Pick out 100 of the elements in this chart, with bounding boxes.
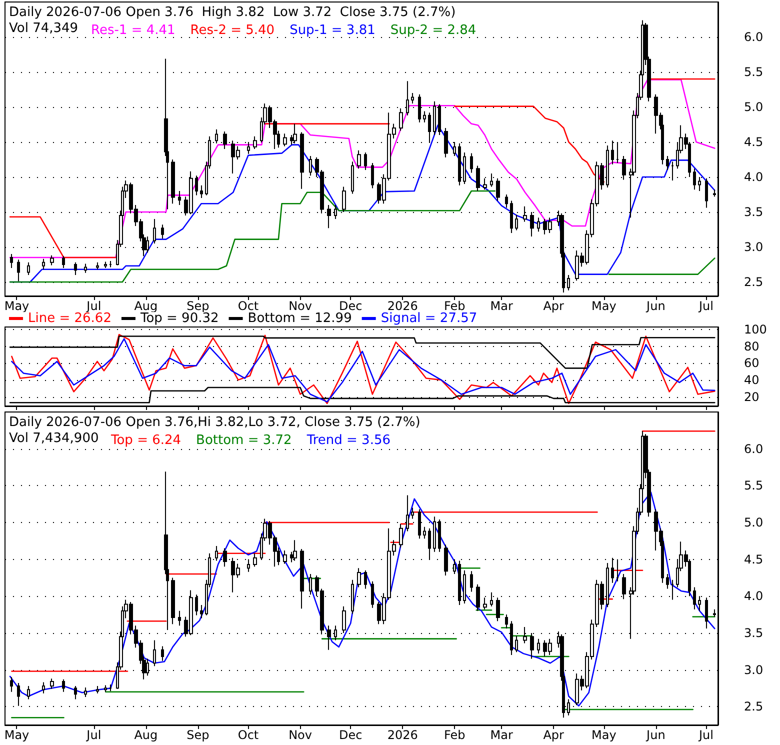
y-tick-label: 6.0 [744, 442, 764, 456]
y-tick-label: 60 [744, 356, 760, 370]
y-tick-label: 5.0 [744, 100, 764, 114]
legend-label: Bottom = 12.99 [248, 311, 352, 326]
candlestick [616, 142, 619, 164]
x-tick-label: Apr [543, 299, 564, 313]
y-tick-label: 3.0 [744, 240, 764, 254]
line-series [9, 336, 716, 369]
x-tick-label: Apr [543, 728, 564, 742]
candlestick [171, 577, 175, 625]
candlestick [17, 259, 20, 282]
x-tick-label: Oct [238, 299, 259, 313]
candlestick [483, 597, 487, 610]
candlestick [253, 552, 257, 568]
candlestick [496, 597, 500, 622]
candlestick [10, 254, 13, 268]
candlestick [171, 159, 175, 204]
candlestick [364, 570, 367, 590]
line-series [9, 386, 716, 404]
candlestick [364, 152, 367, 170]
candlestick [84, 686, 87, 698]
x-tick-label: Jul [86, 299, 102, 313]
candlestick [713, 189, 716, 198]
candlestick [666, 574, 669, 590]
candlestick [411, 507, 414, 520]
legend-label: Top = 90.32 [139, 311, 219, 326]
candlestick [537, 638, 540, 654]
y-tick-label: 20 [744, 390, 760, 404]
x-tick-label: Jul [698, 299, 714, 313]
candlestick [371, 162, 374, 189]
candlestick [476, 165, 480, 192]
candlestick [153, 640, 156, 667]
candlestick [705, 178, 708, 208]
candlestick [215, 128, 218, 144]
candlestick [178, 610, 181, 626]
candlestick [371, 580, 374, 608]
x-tick-label: Sep [186, 728, 210, 742]
candlestick [505, 614, 508, 630]
x-tick-label: Mar [490, 299, 513, 313]
y-tick-label: 4.0 [744, 170, 764, 184]
candlestick [505, 194, 508, 208]
text: Trend = 3.56 [306, 433, 391, 448]
y-tick-label: 2.5 [744, 700, 764, 714]
candlestick [671, 579, 674, 600]
candlestick [253, 136, 257, 150]
candlestick [109, 684, 112, 692]
x-tick-label: 2026 [387, 728, 418, 742]
x-tick-label: Jun [646, 299, 666, 313]
candlestick [104, 684, 107, 692]
x-tick-label: May [4, 299, 30, 313]
candlestick [453, 558, 456, 575]
x-tick-label: Dec [338, 728, 362, 742]
y-tick-label: 3.0 [744, 662, 764, 677]
candlestick [42, 682, 45, 694]
candlestick [300, 548, 304, 610]
candlestick [200, 184, 203, 198]
x-tick-label: 2026 [387, 299, 418, 313]
line-series [9, 190, 496, 283]
x-tick-label: Jul [698, 728, 714, 742]
x-tick-label: Jul [86, 728, 102, 742]
candlestick [62, 256, 65, 268]
candlestick [109, 260, 112, 268]
candlestick [215, 546, 218, 562]
candlestick [153, 218, 156, 244]
x-tick-label: Aug [134, 299, 158, 313]
candlestick [161, 646, 164, 662]
candlestick [483, 178, 487, 190]
candlestick [27, 685, 30, 700]
candlestick [62, 678, 65, 692]
candlestick [342, 186, 346, 212]
candlestick [42, 258, 45, 270]
candlestick [476, 584, 480, 612]
candlestick [444, 128, 448, 158]
candlestick [146, 236, 149, 254]
candlestick [247, 142, 250, 154]
candlestick [537, 217, 540, 232]
x-tick-label: Jun [646, 728, 666, 742]
y-tick-label: 100 [744, 322, 767, 337]
candlestick [399, 108, 403, 132]
y-tick-label: 5.0 [744, 515, 764, 530]
y-tick-label: 4.5 [744, 552, 764, 566]
text: Top = 6.24 [110, 433, 182, 448]
text: Sup-2 = 2.84 [390, 23, 476, 38]
x-tick-label: Sep [186, 299, 210, 313]
y-tick-label: 4.0 [744, 589, 764, 604]
candlestick [84, 263, 87, 274]
candlestick [515, 214, 518, 231]
candlestick [342, 606, 346, 634]
candlestick [200, 604, 203, 619]
candlestick [616, 558, 619, 582]
text: Bottom = 3.72 [196, 433, 292, 448]
candlestick [161, 224, 164, 240]
candlestick [671, 161, 674, 181]
x-tick-label: May [4, 728, 30, 742]
text: Res-2 = 5.40 [190, 23, 275, 38]
candlestick [96, 685, 99, 694]
y-tick-label: 5.5 [744, 478, 764, 493]
chart-title: Daily 2026-07-06 Open 3.76,Hi 3.82,Lo 3.72, Close 3.75 (2.7%) [9, 415, 420, 430]
candlestick [399, 523, 403, 548]
x-tick-label: Feb [444, 728, 466, 742]
